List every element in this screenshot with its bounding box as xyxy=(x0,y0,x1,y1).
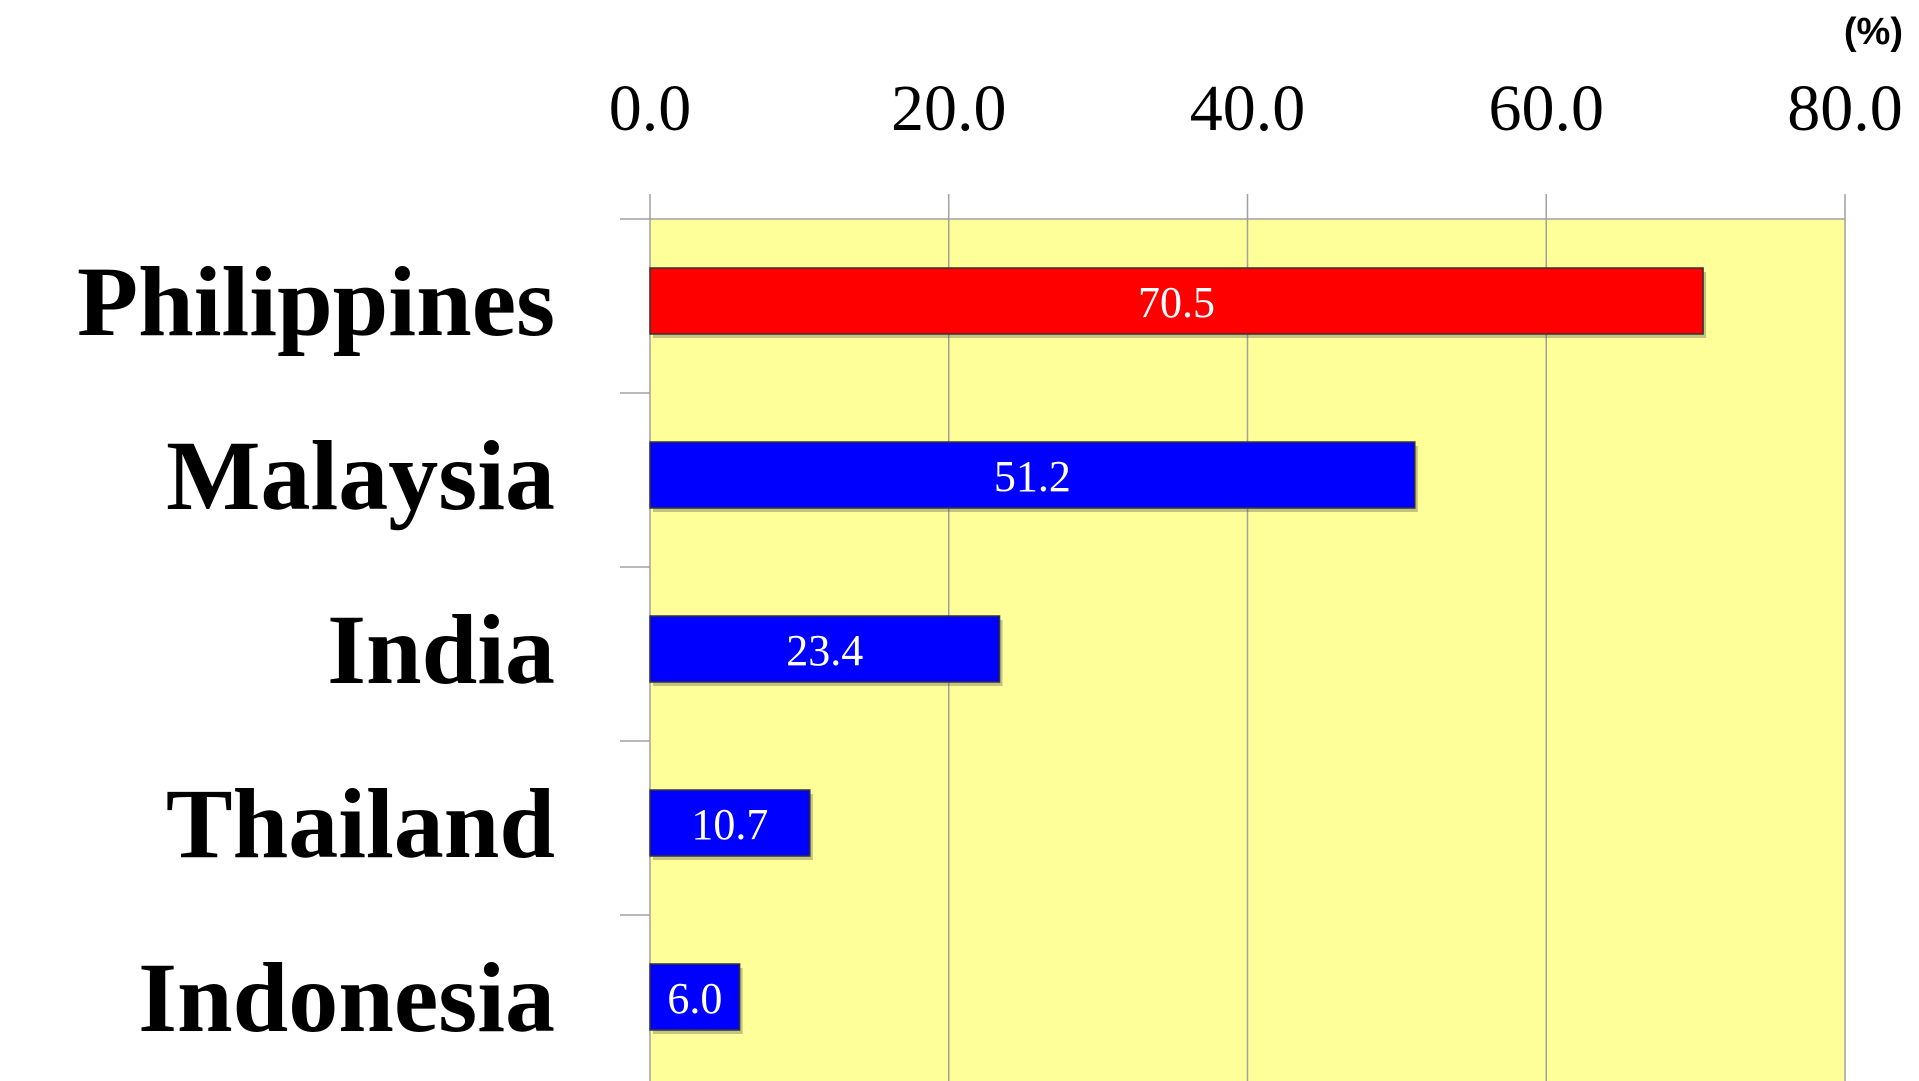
category-labels: Philippines Malaysia India Thailand Indonesi… xyxy=(77,246,555,1053)
bar xyxy=(649,441,1416,509)
x-tick-label: 0.0 xyxy=(609,72,692,145)
bars: 70.5 51.2 23.4 10.7 6.0 xyxy=(649,267,1707,1034)
x-tick-label: 20.0 xyxy=(891,72,1007,145)
category-label: India xyxy=(327,594,555,705)
x-tick-label: 60.0 xyxy=(1489,72,1605,145)
x-tick-label: 40.0 xyxy=(1190,72,1306,145)
bar xyxy=(649,789,811,857)
data-label: 6.0 xyxy=(667,974,722,1023)
category-label: Malaysia xyxy=(166,420,555,531)
bar xyxy=(649,963,741,1031)
category-label: Philippines xyxy=(77,246,555,357)
category-label: Indonesia xyxy=(138,942,555,1053)
x-tick-label: 80.0 xyxy=(1787,72,1903,145)
data-label: 70.5 xyxy=(1138,278,1215,327)
bar xyxy=(649,267,1704,335)
bar xyxy=(649,615,1001,683)
data-label: 51.2 xyxy=(994,452,1071,501)
data-label: 10.7 xyxy=(691,800,768,849)
category-label: Thailand xyxy=(166,768,555,879)
x-axis-ticks: 0.0 20.0 40.0 60.0 80.0 xyxy=(609,72,1903,145)
data-label: 23.4 xyxy=(786,626,863,675)
unit-label: (%) xyxy=(1844,11,1903,53)
